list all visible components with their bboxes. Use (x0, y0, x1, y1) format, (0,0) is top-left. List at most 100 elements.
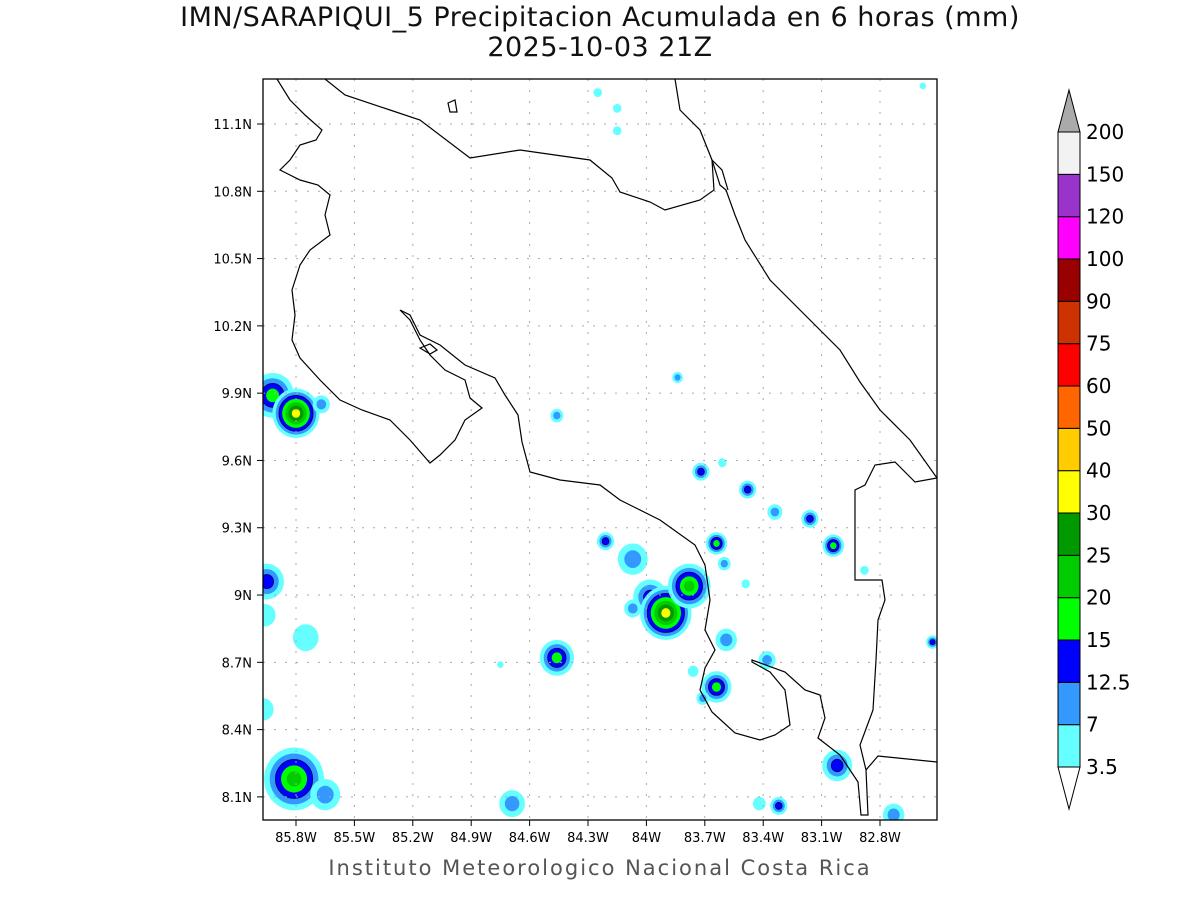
precip-cell-level-3 (713, 540, 720, 547)
x-tick-label: 83.7W (684, 831, 726, 846)
colorbar-over-arrow (1057, 88, 1081, 133)
colorbar-label: 40 (1086, 459, 1111, 483)
precip-cell-level-2 (775, 801, 783, 810)
footer-credit: Instituto Meteorologico Nacional Costa R… (328, 856, 872, 880)
colorbar-label: 50 (1086, 416, 1111, 440)
y-tick-label: 11.1N (213, 118, 252, 133)
precip-cell-level-0 (919, 82, 927, 90)
precip-cell-level-1 (553, 411, 561, 420)
caribbean-coastline (674, 79, 937, 479)
colorbar-swatch (1057, 173, 1081, 218)
precip-cell-level-3 (266, 388, 280, 403)
colorbar-label: 7 (1086, 713, 1099, 737)
x-tick-label: 84.6W (509, 831, 551, 846)
colorbar-under-arrow (1057, 766, 1081, 811)
precip-cell-level-0 (752, 796, 766, 811)
colorbar-label: 20 (1086, 586, 1111, 610)
colorbar-label: 90 (1086, 289, 1111, 313)
colorbar-swatch (1057, 258, 1081, 302)
colorbar-swatch (1057, 512, 1081, 556)
colorbar-swatch (1057, 470, 1081, 514)
lake-outline (418, 343, 439, 355)
grid-lines (263, 79, 937, 820)
colorbar-label: 75 (1086, 332, 1111, 356)
y-tick-label: 8.1N (222, 791, 252, 806)
y-tick-label: 10.5N (213, 253, 252, 268)
pacific-coastline (276, 79, 937, 816)
precip-cell-level-0 (612, 103, 622, 113)
precip-cell-level-1 (624, 550, 642, 569)
map-subtitle-datetime: 2025-10-03 21Z (487, 32, 713, 63)
precip-cell-level-3 (711, 682, 722, 692)
x-tick-label: 83.4W (742, 831, 784, 846)
precip-cell-level-2 (601, 537, 610, 546)
plot-frame (262, 78, 938, 821)
y-tick-label: 8.4N (222, 724, 252, 739)
x-tick-label: 84.3W (567, 831, 609, 846)
colorbar-swatch (1057, 554, 1081, 599)
colorbar-swatch (1057, 724, 1081, 768)
y-tick-label: 8.7N (222, 656, 252, 671)
precip-cell-level-1 (504, 796, 520, 812)
x-tick-label: 85.5W (333, 831, 375, 846)
y-tick-label: 9.9N (222, 387, 252, 402)
x-tick-label: 85.2W (392, 831, 434, 846)
colorbar-label: 60 (1086, 374, 1111, 398)
precip-cell-level-1 (627, 603, 638, 614)
precip-cell-level-0 (292, 624, 319, 652)
precip-cell-level-2 (929, 639, 936, 646)
precip-cell-level-0 (687, 665, 699, 677)
colorbar-label: 150 (1086, 162, 1124, 186)
colorbar-swatch (1057, 131, 1081, 175)
colorbar-swatch (1057, 385, 1081, 429)
colorbar-swatch (1057, 427, 1081, 472)
precip-cells (263, 82, 937, 820)
precip-cell-level-0 (860, 565, 869, 575)
colorbar-swatch (1057, 343, 1081, 387)
precip-cell-level-0 (263, 604, 276, 627)
precip-cell-level-2 (806, 514, 814, 523)
colorbar-swatch (1057, 216, 1081, 260)
axis-ticks: 85.8W 85.5W 85.2W 84.9W 84.6W 84.3W 84W 83.7W 83… (213, 118, 901, 846)
precip-cell-level-3 (830, 542, 837, 550)
precip-cell-level-0 (718, 458, 727, 468)
precip-cell-level-2 (263, 574, 274, 590)
precip-cell-level-4 (286, 771, 302, 787)
colorbar-swatch (1057, 639, 1081, 683)
colorbar-label: 12.5 (1086, 670, 1131, 694)
island-outline (447, 99, 458, 113)
colorbar-swatch (1057, 300, 1081, 345)
precip-cell-level-1 (316, 785, 334, 804)
colorbar-label: 30 (1086, 501, 1111, 525)
colorbar-swatch (1057, 681, 1081, 726)
precip-cell-level-0 (497, 661, 504, 668)
colorbar-label: 100 (1086, 247, 1124, 271)
precip-cell-level-0 (593, 88, 603, 98)
precip-cell-level-1 (316, 399, 327, 410)
precip-cell-level-4 (683, 580, 695, 592)
x-tick-label: 84W (632, 831, 662, 846)
x-tick-label: 82.8W (859, 831, 901, 846)
precip-cell-level-0 (612, 126, 622, 136)
colorbar-label: 3.5 (1086, 755, 1118, 779)
colorbar-swatch (1057, 597, 1081, 641)
precip-cell-level-1 (720, 633, 733, 647)
x-tick-label: 85.8W (275, 831, 317, 846)
precip-cell-level-2 (830, 758, 844, 773)
nicaragua-border (324, 79, 729, 211)
panama-border (854, 461, 937, 771)
precip-cell-level-2 (697, 467, 705, 476)
y-tick-label: 9.3N (222, 522, 252, 537)
precip-cell-level-6 (291, 408, 301, 418)
precip-cell-level-1 (720, 559, 728, 568)
colorbar-label: 120 (1086, 205, 1124, 229)
precip-cell-level-6 (661, 608, 671, 618)
colorbar-label: 15 (1086, 628, 1111, 652)
map-title: IMN/SARAPIQUI_5 Precipitacion Acumulada … (180, 2, 1020, 33)
precip-cell-level-0 (741, 579, 750, 589)
precip-cell-level-0 (263, 698, 274, 721)
coastlines (276, 79, 937, 816)
precip-cell-level-2 (743, 485, 752, 494)
